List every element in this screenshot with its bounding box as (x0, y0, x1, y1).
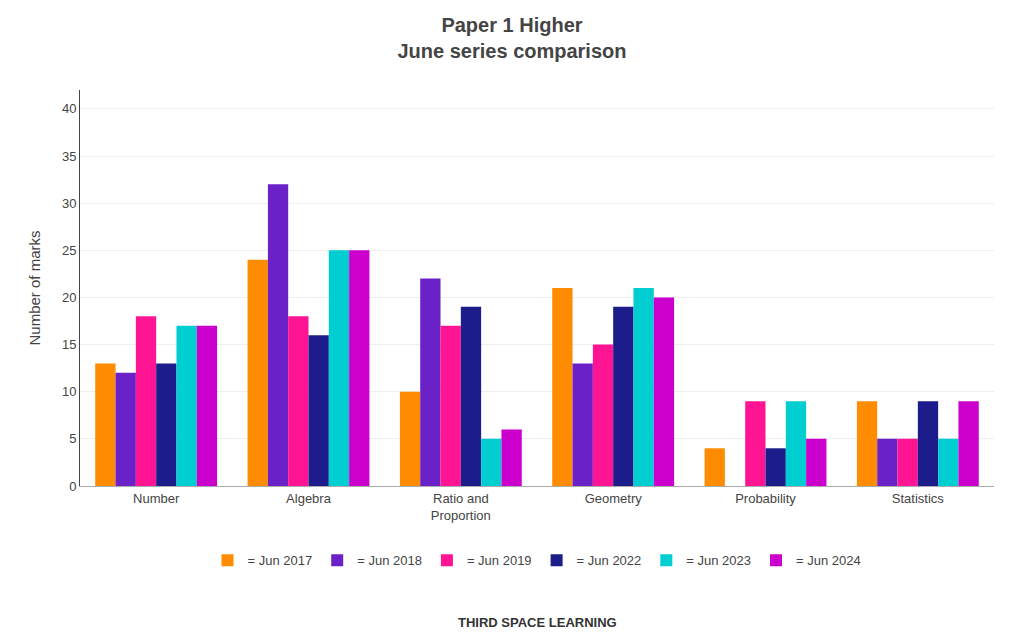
svg-text:THIRD SPACE LEARNING: THIRD SPACE LEARNING (458, 615, 617, 630)
svg-text:= Jun 2023: = Jun 2023 (686, 553, 751, 568)
svg-text:= Jun 2017: = Jun 2017 (248, 553, 313, 568)
svg-text:Statistics: Statistics (892, 491, 945, 506)
svg-text:35: 35 (62, 149, 76, 164)
svg-text:10: 10 (62, 384, 76, 399)
svg-text:40: 40 (62, 101, 76, 116)
svg-text:Probability: Probability (735, 491, 796, 506)
svg-text:30: 30 (62, 196, 76, 211)
svg-text:15: 15 (62, 337, 76, 352)
svg-text:Geometry: Geometry (585, 491, 643, 506)
svg-text:20: 20 (62, 290, 76, 305)
svg-text:= Jun 2024: = Jun 2024 (796, 553, 861, 568)
svg-text:25: 25 (62, 243, 76, 258)
svg-text:Number of marks: Number of marks (26, 230, 43, 345)
svg-text:Algebra: Algebra (286, 491, 332, 506)
svg-text:5: 5 (69, 431, 76, 446)
svg-text:Ratio andProportion: Ratio andProportion (431, 491, 491, 523)
svg-text:= Jun 2018: = Jun 2018 (357, 553, 422, 568)
svg-text:= Jun 2019: = Jun 2019 (467, 553, 532, 568)
svg-text:Paper 1 HigherJune series comp: Paper 1 HigherJune series comparison (398, 14, 627, 62)
svg-text:Number: Number (133, 491, 180, 506)
svg-text:0: 0 (69, 479, 76, 494)
svg-text:= Jun 2022: = Jun 2022 (577, 553, 642, 568)
